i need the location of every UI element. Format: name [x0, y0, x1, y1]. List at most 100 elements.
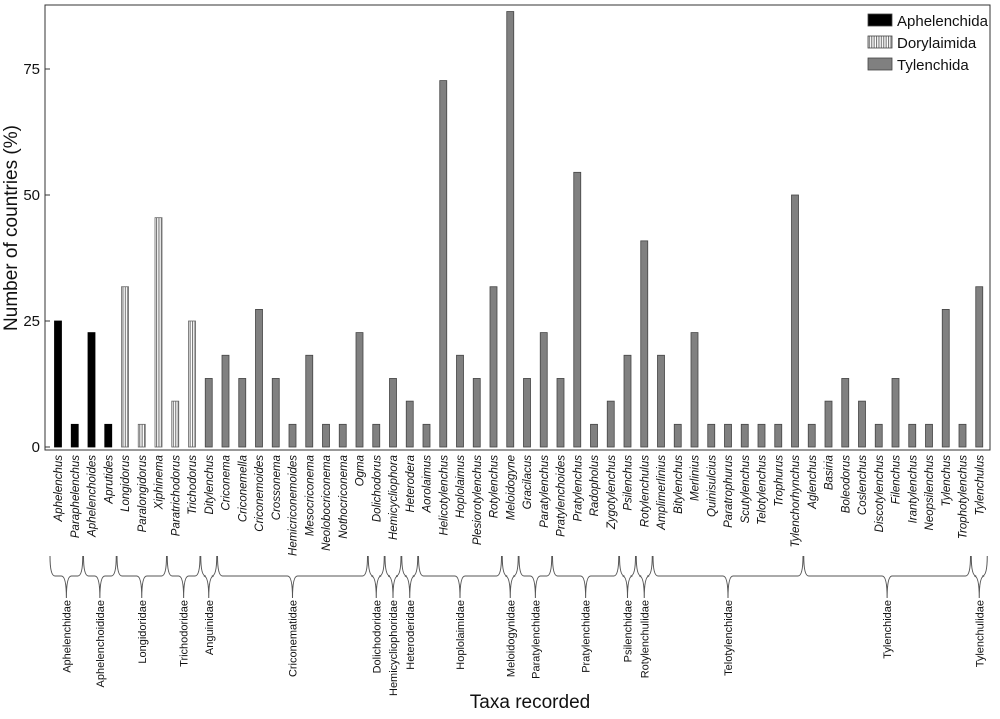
- family-brace: [367, 555, 385, 599]
- bar-rotylenchus: [489, 286, 498, 448]
- bar-telotylenchus: [757, 423, 766, 448]
- x-tick-label: Aprutides: [103, 455, 115, 505]
- x-tick-label: Rotylenchulus: [639, 455, 651, 527]
- bar-quinisulcius: [707, 423, 716, 448]
- bar-boleodorus: [841, 378, 850, 448]
- family-label: Tylenchidae: [882, 600, 894, 659]
- family-label: Longidoridae: [137, 600, 149, 664]
- x-tick-label: Bitylenchus: [673, 455, 685, 514]
- bar-meloidogyne: [506, 11, 515, 448]
- x-tick-label: Dolichodorus: [371, 455, 383, 522]
- x-tick-label: Pratylenchoides: [556, 455, 568, 537]
- x-tick-label: Paraphelenchus: [70, 455, 82, 538]
- bar-tylenchulus: [975, 286, 984, 448]
- family-brace: [635, 555, 653, 599]
- bar-longidorus: [121, 286, 129, 448]
- x-tick-label: Quinisulcius: [706, 455, 718, 517]
- bar-trophotylenchus: [958, 423, 967, 448]
- bar-hemicycliophora: [389, 378, 397, 448]
- x-tick-label: Radopholus: [589, 455, 601, 517]
- bar-paratrichodorus: [171, 400, 180, 448]
- bar-trichodorus: [188, 320, 196, 448]
- family-brace: [652, 555, 804, 599]
- x-tick-label: Paralongidorus: [137, 455, 149, 533]
- x-tick-label: Tylenchorhynchus: [790, 455, 802, 548]
- family-label: Hemicycliophoridae: [388, 600, 400, 696]
- bar-ogma: [355, 332, 364, 448]
- bar-mesocriconema: [305, 354, 314, 448]
- x-tick-label: Helicotylenchus: [438, 455, 450, 536]
- bar-paratrophurus: [724, 423, 732, 448]
- x-tick-label: Aphelenchoides: [87, 455, 99, 538]
- bar-aprutides: [104, 423, 113, 448]
- x-tick-label: Mesocriconema: [304, 455, 316, 536]
- y-tick-label: 75: [23, 61, 40, 78]
- x-tick-label: Xiphinema: [154, 455, 166, 510]
- x-tick-label: Crossonema: [271, 455, 283, 520]
- y-tick-label: 0: [32, 439, 40, 456]
- legend-swatch-dorylaimida: [867, 35, 893, 49]
- x-tick-label: Criconemella: [237, 455, 249, 522]
- x-tick-label: Trichodorus: [187, 455, 199, 515]
- x-tick-label: Hemicriconemoides: [288, 455, 300, 556]
- x-tick-label: Filenchus: [891, 455, 903, 504]
- legend-swatch-aphelenchida: [867, 13, 893, 27]
- bar-ditylenchus: [204, 378, 213, 448]
- bar-neolobocriconema: [322, 423, 330, 448]
- family-brace: [518, 555, 553, 599]
- x-tick-label: Irantylenchus: [907, 455, 919, 524]
- family-label: Tylenchulidae: [974, 600, 986, 667]
- x-tick-label: Trophurus: [773, 455, 785, 507]
- x-tick-label: Hemicycliophora: [388, 455, 400, 540]
- family-label: Pratylenchidae: [581, 600, 593, 673]
- family-label: Aphelenchidae: [61, 600, 73, 673]
- x-tick-label: Criconemoides: [254, 455, 266, 532]
- x-tick-label: Aorolaimus: [422, 455, 434, 514]
- x-tick-label: Neolobocriconema: [321, 455, 333, 551]
- x-tick-label: Plesiorotylenchus: [472, 455, 484, 545]
- x-tick-label: Merlinius: [690, 455, 702, 501]
- legend-label: Dorylaimida: [897, 35, 977, 52]
- family-label: Rotylenchulidae: [639, 600, 651, 678]
- bar-criconema: [221, 354, 230, 448]
- family-brace: [970, 555, 988, 599]
- family-brace: [552, 555, 620, 599]
- family-brace: [166, 555, 201, 599]
- x-tick-label: Tylenchulus: [974, 455, 986, 516]
- x-tick-label: Trophotylenchus: [958, 455, 970, 539]
- bar-rotylenchulus: [640, 240, 649, 448]
- x-tick-label: Heterodera: [405, 455, 417, 513]
- x-axis-title: Taxa recorded: [470, 692, 590, 713]
- plot-frame: [44, 4, 991, 451]
- x-tick-label: Boleodorus: [840, 455, 852, 513]
- bar-radopholus: [590, 423, 598, 448]
- bar-neopsilenchus: [925, 423, 933, 448]
- x-tick-label: Scutylenchus: [740, 455, 752, 524]
- legend-label: Tylenchida: [897, 57, 969, 74]
- family-label: Meloidogynidae: [505, 600, 517, 677]
- x-tick-label: Nothocriconema: [338, 455, 350, 539]
- bar-dolichodorus: [372, 423, 381, 448]
- bar-aglenchus: [807, 423, 816, 448]
- family-brace: [619, 555, 636, 599]
- x-tick-label: Longidorus: [120, 455, 132, 512]
- bar-pratylenchoides: [556, 378, 565, 448]
- bar-zygotylenchus: [606, 400, 615, 448]
- x-tick-label: Meloidogyne: [505, 455, 517, 520]
- family-label: Aphelenchoididae: [95, 600, 107, 687]
- bar-aorolaimus: [422, 423, 431, 448]
- x-tick-label: Criconema: [221, 455, 233, 511]
- x-tick-label: Ditylenchus: [204, 455, 216, 515]
- bar-tylenchus: [941, 309, 950, 448]
- x-tick-label: Pratylenchus: [572, 455, 584, 522]
- family-brace: [116, 555, 167, 599]
- family-brace: [217, 555, 368, 599]
- legend: Aphelenchida Dorylaimida Tylenchida: [867, 13, 989, 74]
- bar-paralongidorus: [137, 423, 146, 448]
- x-tick-label: Aglenchus: [807, 455, 819, 510]
- family-label: Heteroderidae: [405, 600, 417, 670]
- family-label: Psilenchidae: [623, 600, 635, 662]
- x-tick-label: Hoplolaimus: [455, 455, 467, 519]
- family-label: Telotylenchidae: [723, 600, 735, 676]
